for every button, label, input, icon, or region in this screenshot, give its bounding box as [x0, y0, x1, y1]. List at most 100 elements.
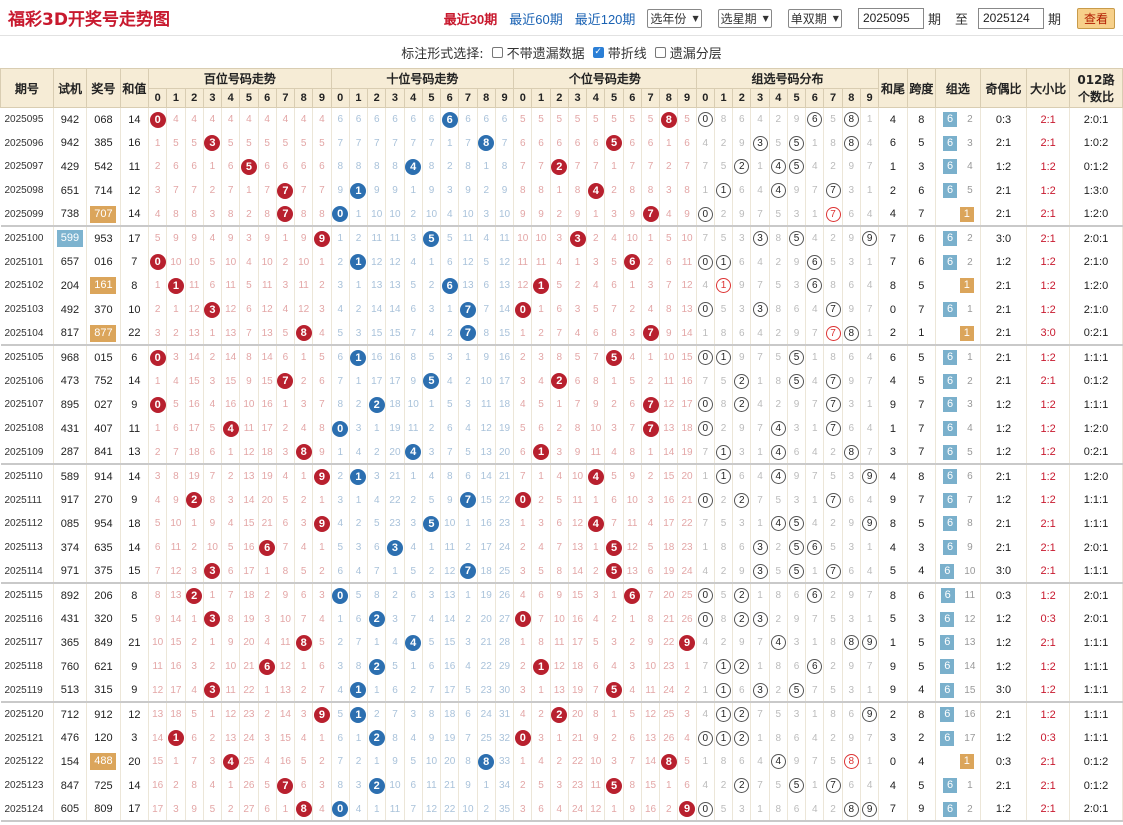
span-cell: 7: [907, 202, 937, 228]
trend-cell: 1: [404, 178, 423, 203]
prize-cell: 841: [86, 440, 121, 466]
trend-cell: 11: [404, 416, 423, 441]
trend-cell: 3: [203, 297, 223, 322]
header-trial: 试机: [52, 68, 88, 108]
group-cell: 1: [860, 393, 880, 417]
checkbox-layered[interactable]: [654, 46, 666, 58]
link-last-120[interactable]: 最近120期: [574, 11, 636, 27]
trend-cell: 4: [604, 226, 624, 251]
group-cell: 5: [769, 773, 788, 798]
checkbox-no-missing[interactable]: [491, 46, 503, 58]
link-last-30[interactable]: 最近30期: [443, 11, 498, 27]
group-number-ring: 1: [716, 278, 732, 294]
header-hundreds-digit: 5: [239, 88, 259, 108]
group-number-ring: 8: [843, 325, 859, 341]
trend-cell: 7: [166, 440, 186, 466]
prize-cell: 270: [86, 488, 121, 513]
trend-cell: 7: [312, 393, 332, 417]
trend-cell: 5: [531, 107, 551, 132]
trend-cell: 15: [185, 369, 204, 394]
trend-cell: 0: [330, 797, 350, 823]
trend-cell: 6: [531, 583, 551, 608]
group-number-ring: 7: [825, 492, 841, 508]
drawn-number-ball: 6: [624, 587, 641, 604]
to-issue-input[interactable]: [977, 7, 1044, 29]
header-hundreds-digit: 7: [275, 88, 296, 108]
group-cell: 6: [805, 274, 825, 298]
trend-cell: 12: [294, 297, 314, 322]
select-odd-even-period[interactable]: 单双期 ▼: [787, 8, 842, 28]
group-other-count: 4: [967, 161, 973, 173]
trend-cell: 4: [239, 107, 259, 132]
group-cell: 4: [769, 416, 788, 441]
trend-cell: 7: [458, 559, 478, 585]
option-layered[interactable]: 遗漏分层: [654, 43, 722, 62]
group-number-ring: 1: [716, 707, 732, 723]
query-button[interactable]: 查看: [1076, 7, 1115, 29]
options-label: 标注形式选择:: [401, 46, 484, 62]
group-cell: 5: [787, 226, 807, 251]
big-small-cell: 2:1: [1026, 202, 1070, 228]
span-cell: 6: [907, 226, 937, 251]
group-sel-cell: 6 10: [935, 559, 981, 585]
option-no-missing[interactable]: 不带遗漏数据: [491, 43, 585, 62]
group-cell: 4: [769, 464, 788, 489]
group-cell: 2: [714, 131, 734, 156]
trend-cell: 18: [385, 393, 405, 417]
trend-cell: 14: [385, 297, 405, 322]
trend-cell: 3: [276, 440, 296, 466]
trend-cell: 6: [239, 297, 259, 322]
group-cell: 6: [787, 583, 807, 608]
drawn-number-ball: 6: [441, 111, 458, 128]
trend-cell: 6: [495, 107, 515, 132]
group-cell: 2: [769, 607, 788, 632]
trend-cell: 5: [239, 155, 259, 179]
trend-cell: 1: [458, 583, 478, 608]
group-cell: 1: [805, 631, 825, 655]
group-cell: 8: [714, 607, 734, 632]
group-cell: 6: [842, 202, 861, 228]
span-cell: 7: [907, 416, 937, 441]
prize-cell: 725: [86, 773, 121, 798]
group-cell: 4: [805, 155, 825, 179]
trend-cell: 7: [641, 321, 661, 347]
group-cell: 1: [695, 178, 715, 203]
group-cell: 8: [714, 750, 734, 774]
trend-cell: 14: [185, 345, 204, 370]
group-cell: 1: [805, 488, 825, 513]
trial-cell: 492: [53, 297, 88, 322]
option-with-line[interactable]: ✓ 带折线: [592, 43, 647, 62]
group-number-ring: 9: [862, 801, 878, 817]
trend-cell: 2: [623, 631, 642, 655]
issue-cell: 2025095: [0, 107, 54, 132]
issue-cell: 2025123: [0, 773, 54, 798]
sum-tail-cell: 9: [878, 488, 908, 513]
checkbox-with-line[interactable]: ✓: [592, 46, 604, 58]
trend-cell: 1: [349, 702, 369, 727]
group-cell: 7: [860, 726, 880, 751]
trend-cell: 1: [440, 131, 460, 156]
drawn-number-ball: 4: [405, 158, 422, 175]
trend-cell: 9: [312, 226, 332, 251]
group-number-ring: 3: [752, 231, 768, 247]
trend-cell: 4: [404, 440, 423, 466]
trend-cell: 7: [330, 369, 350, 394]
trial-cell: 847: [53, 773, 88, 798]
trend-cell: 1: [477, 773, 496, 798]
link-last-60[interactable]: 最近60期: [509, 11, 563, 27]
select-weekday[interactable]: 选星期 ▼: [717, 8, 772, 28]
trend-cell: 10: [477, 369, 496, 394]
trend-cell: 4: [203, 107, 223, 132]
trend-cell: 13: [148, 702, 168, 727]
trend-cell: 3: [604, 416, 624, 441]
from-issue-input[interactable]: [857, 7, 924, 29]
trend-cell: 3: [513, 797, 533, 823]
select-year[interactable]: 选年份 ▼: [647, 8, 702, 28]
drawn-number-ball: 7: [459, 563, 476, 580]
sum-tail-cell: 4: [878, 369, 908, 394]
drawn-number-ball: 9: [679, 801, 696, 817]
drawn-number-ball: 7: [642, 396, 659, 413]
group-cell: 3: [842, 607, 861, 632]
trend-cell: 9: [623, 797, 642, 823]
